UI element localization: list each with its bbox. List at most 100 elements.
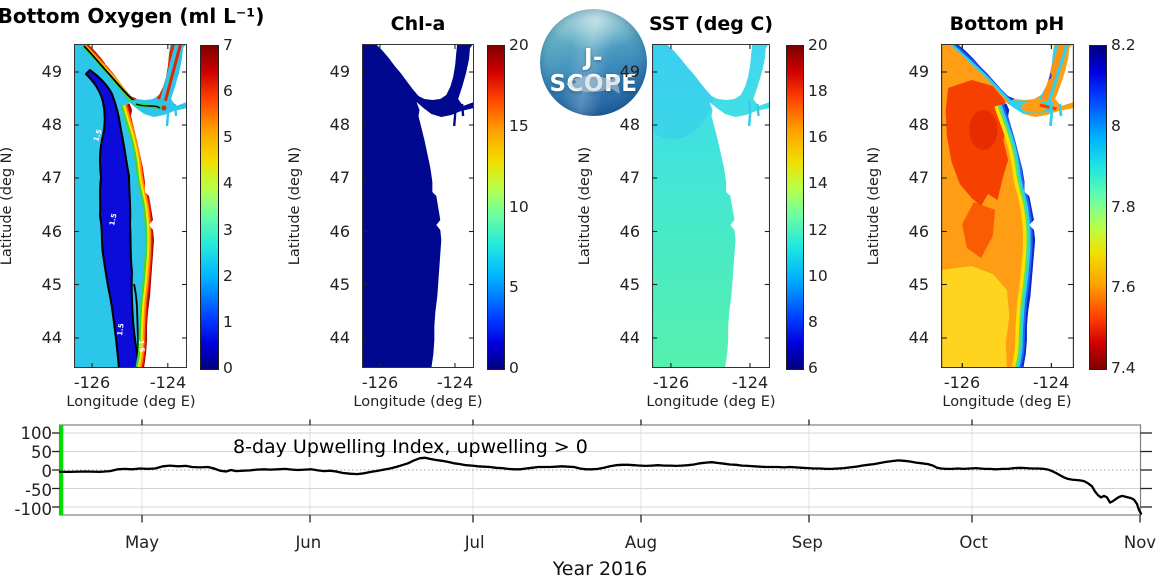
panel-oxygen-xlabel: Longitude (deg E) <box>66 394 196 410</box>
panel-oxygen-ylabel: Latitude (deg N) <box>0 146 15 266</box>
lat-tick-label: 49 <box>41 62 62 81</box>
lat-tick-label: 48 <box>908 115 929 135</box>
colorbar-tick-label: 6 <box>808 358 818 377</box>
lon-tick-label: -126 <box>943 373 981 392</box>
colorbar-tick-label: 1 <box>223 312 233 331</box>
ph-colorbar-ticks: 8.2 8 7.8 7.6 7.4 <box>1111 36 1157 377</box>
colorbar-tick-label: 16 <box>808 128 828 147</box>
lon-tick-label: -126 <box>652 373 690 392</box>
panel-ph-map <box>941 44 1074 368</box>
lat-tick-label: 48 <box>619 115 640 135</box>
panel-sst-lat-ticks: 49 48 47 46 45 44 <box>606 63 640 347</box>
axis-ticks <box>52 419 1152 523</box>
lon-tick-label: -124 <box>436 373 474 392</box>
lat-tick-label: 49 <box>908 62 929 81</box>
panel-sst-map <box>652 44 770 368</box>
lat-tick-label: 47 <box>908 168 929 188</box>
colorbar-tick-label: 4 <box>223 174 233 193</box>
lat-tick-label: 45 <box>619 274 640 294</box>
colorbar-tick-label: 6 <box>223 82 233 101</box>
panel-ph-ylabel: Latitude (deg N) <box>866 146 882 266</box>
chla-colorbar-ticks: 20 15 10 5 0 <box>509 36 555 377</box>
panel-chla-title: Chl-a <box>390 13 446 35</box>
panel-oxygen-map: 1.5 1.5 1.5 1.5 1.5 <box>74 44 187 368</box>
lat-tick-label: 47 <box>41 168 62 188</box>
colorbar-tick-label: 12 <box>808 220 828 239</box>
colorbar-tick-label: 15 <box>509 116 529 135</box>
jscope-logo: J-SCOPE <box>540 9 647 116</box>
panel-ph-title: Bottom pH <box>949 13 1065 35</box>
contour-label: 1.5 <box>108 212 118 226</box>
month-tick-label: Sep <box>791 533 823 552</box>
lat-tick-label: 44 <box>908 327 929 347</box>
lat-tick-label: 44 <box>329 327 350 347</box>
colorbar-tick-label: 8 <box>808 312 818 331</box>
ph-colorbar <box>1089 45 1107 370</box>
contour-label: 1.5 <box>92 128 103 142</box>
colorbar-tick-label: 18 <box>808 82 828 101</box>
lon-tick-label: -124 <box>1032 373 1070 392</box>
colorbar-tick-label: 8 <box>1111 116 1121 135</box>
lat-tick-label: 45 <box>329 274 350 294</box>
month-tick-label: Jun <box>295 533 322 552</box>
timeseries-xlabel: Year 2016 <box>552 558 648 580</box>
y-tick-label: 100 <box>20 424 53 443</box>
lon-tick-label: -124 <box>149 373 187 392</box>
contour-label: 1.5 <box>116 323 126 337</box>
month-tick-label: Oct <box>959 533 988 552</box>
colorbar-tick-label: 3 <box>223 220 233 239</box>
panel-chla-map <box>362 44 474 368</box>
lat-tick-label: 49 <box>619 62 640 81</box>
lat-tick-label: 47 <box>619 168 640 188</box>
lon-tick-label: -126 <box>361 373 399 392</box>
lat-tick-label: 46 <box>329 221 350 241</box>
panel-chla-lat-ticks: 49 48 47 46 45 44 <box>316 63 350 347</box>
panel-sst-xlabel: Longitude (deg E) <box>646 394 776 410</box>
panel-oxygen-lat-ticks: 49 48 47 46 45 44 <box>28 63 62 347</box>
contour-label: 1.5 <box>137 340 146 353</box>
lat-tick-label: 45 <box>41 274 62 294</box>
timeseries-month-ticks: May Jun Jul Aug Sep Oct Nov <box>117 533 1165 552</box>
colorbar-tick-label: 7.6 <box>1111 278 1136 297</box>
panel-chla-xlabel: Longitude (deg E) <box>353 394 483 410</box>
lat-tick-label: 48 <box>329 115 350 135</box>
colorbar-tick-label: 5 <box>223 128 233 147</box>
colorbar-tick-label: 0 <box>223 358 233 377</box>
y-tick-label: -100 <box>14 500 52 519</box>
upwelling-timeseries-plot <box>52 419 1152 523</box>
colorbar-tick-label: 7 <box>223 36 233 54</box>
colorbar-tick-label: 7.8 <box>1111 197 1136 216</box>
lat-tick-label: 49 <box>329 62 350 81</box>
colorbar-tick-label: 2 <box>223 266 233 285</box>
colorbar-tick-label: 8.2 <box>1111 36 1136 54</box>
fish-icon <box>566 74 620 94</box>
lat-tick-label: 48 <box>41 115 62 135</box>
lat-tick-label: 46 <box>619 221 640 241</box>
upwelling-index-line <box>58 456 1143 515</box>
oxygen-colorbar <box>200 45 219 370</box>
sst-colorbar <box>786 45 804 370</box>
month-tick-label: Aug <box>624 533 658 552</box>
sst-colorbar-ticks: 20 18 16 14 12 10 8 6 <box>808 36 854 377</box>
y-tick-label: -50 <box>25 481 52 500</box>
colorbar-tick-label: 20 <box>509 36 529 54</box>
lat-tick-label: 45 <box>908 274 929 294</box>
lat-tick-label: 44 <box>41 327 62 347</box>
month-tick-label: May <box>124 533 160 552</box>
lat-tick-label: 47 <box>329 168 350 188</box>
panel-oxygen-title: Bottom Oxygen (ml L⁻¹) <box>0 4 265 28</box>
panel-ph-lat-ticks: 49 48 47 46 45 44 <box>895 63 929 347</box>
chla-colorbar <box>487 45 505 370</box>
colorbar-tick-label: 7.4 <box>1111 359 1136 377</box>
colorbar-tick-label: 14 <box>808 174 828 193</box>
panel-ph-xlabel: Longitude (deg E) <box>942 394 1072 410</box>
colorbar-tick-label: 5 <box>509 278 519 297</box>
month-tick-label: Jul <box>464 533 485 552</box>
lon-tick-label: -126 <box>73 373 111 392</box>
lat-tick-label: 44 <box>619 327 640 347</box>
lat-tick-label: 46 <box>908 221 929 241</box>
colorbar-tick-label: 20 <box>808 36 828 54</box>
lon-tick-label: -124 <box>731 373 769 392</box>
oxygen-colorbar-ticks: 7 6 5 4 3 2 1 0 <box>223 36 269 377</box>
